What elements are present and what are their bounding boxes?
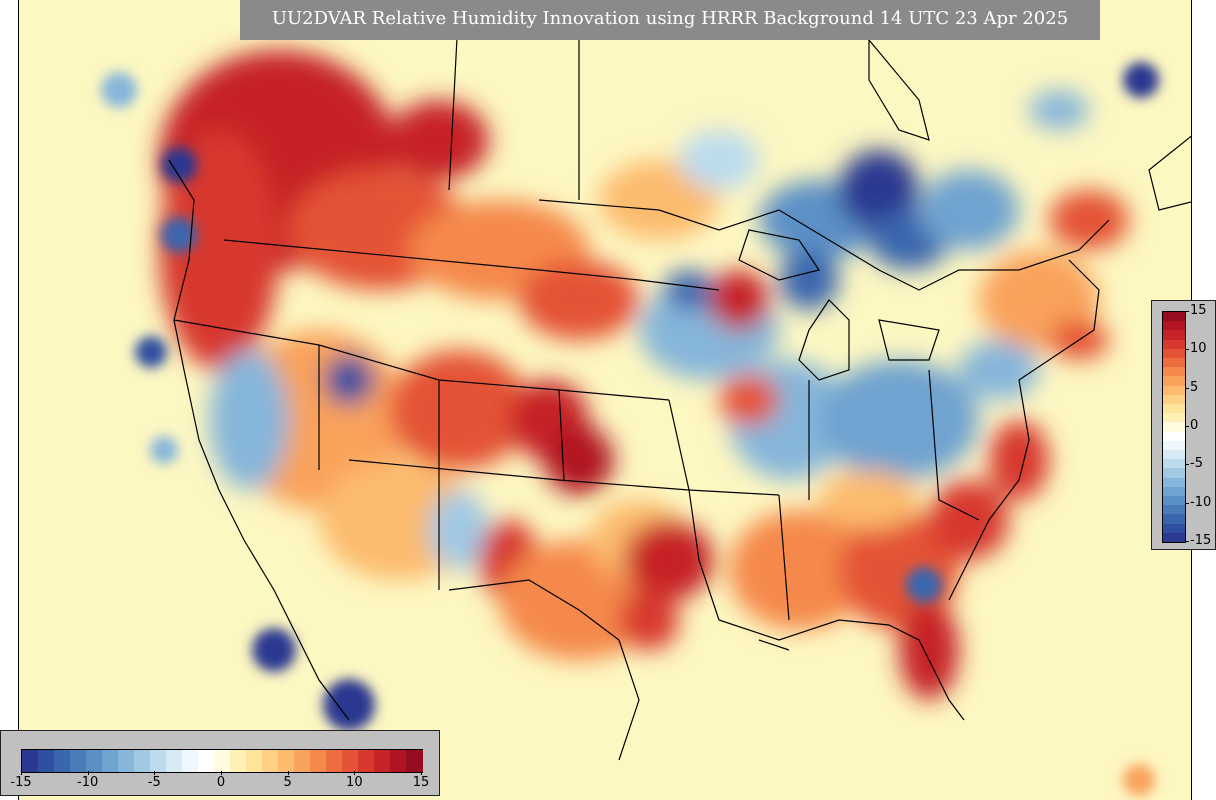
colorbar-tick-label: -10 <box>1190 494 1212 510</box>
colorbar-tick-label: 5 <box>1190 379 1199 395</box>
colorbar-swatch <box>1163 514 1185 525</box>
colorbar-swatch <box>1163 404 1185 414</box>
colorbar-swatch <box>262 750 279 772</box>
colorbar-swatch <box>1163 450 1185 460</box>
colorbar-swatch <box>1163 348 1185 359</box>
colorbar-tick-label: -15 <box>10 775 32 790</box>
map-panel <box>18 0 1192 800</box>
colorbar-swatch <box>1163 367 1185 377</box>
colorbar-tick-label: -5 <box>1190 456 1203 472</box>
colorbar-swatch <box>86 750 103 772</box>
colorbar-swatch <box>278 750 295 772</box>
colorbar-tick-mark <box>1185 387 1189 389</box>
colorbar-swatch <box>1163 321 1185 331</box>
colorbar-swatch <box>1163 477 1185 488</box>
colorbar-swatch <box>1163 505 1185 515</box>
colorbar-swatch <box>1163 523 1185 534</box>
colorbar-tick-label: 10 <box>1190 341 1207 357</box>
colorbar-swatch <box>246 750 263 772</box>
colorbar-swatch <box>406 750 423 772</box>
colorbar-swatch <box>1163 376 1185 387</box>
colorbar-swatch <box>1163 339 1185 350</box>
colorbar-swatch <box>326 750 343 772</box>
borders <box>168 0 1191 761</box>
colorbar-tick-label: 15 <box>412 775 430 790</box>
colorbar-swatch <box>1163 394 1185 405</box>
colorbar-tick-label: 5 <box>283 775 292 790</box>
colorbar-swatch <box>390 750 407 772</box>
colorbar-tick-label: -10 <box>77 775 99 790</box>
colorbar-swatch <box>358 750 375 772</box>
colorbar-swatch <box>102 750 119 772</box>
colorbar-swatch <box>1163 532 1185 543</box>
colorbar-swatch <box>1163 385 1185 396</box>
colorbar-swatch <box>134 750 151 772</box>
colorbar-tick-label: 0 <box>216 775 226 790</box>
colorbar-swatch <box>310 750 327 772</box>
ocean-blobs <box>101 62 1159 796</box>
colorbar-swatch <box>166 750 183 772</box>
horizontal-colorbar-legend: -15 -10 -5 0 5 10 15 <box>0 730 440 796</box>
colorbar-tick-label: 0 <box>1190 418 1199 433</box>
colorbar-tick-label: -15 <box>1190 533 1212 548</box>
colorbar-swatch <box>230 750 247 772</box>
map-title: UU2DVAR Relative Humidity Innovation usi… <box>240 0 1100 40</box>
colorbar-tick-mark <box>1185 311 1189 312</box>
colorbar-swatch <box>1163 440 1185 451</box>
colorbar-swatch <box>1163 312 1185 322</box>
colorbar-tick-mark <box>421 771 422 775</box>
colorbar-swatch <box>1163 431 1185 442</box>
colorbar-tick-mark <box>1185 426 1189 427</box>
colorbar-tick-mark <box>87 771 89 775</box>
vertical-colorbar <box>1162 311 1186 543</box>
colorbar-swatch <box>214 750 231 772</box>
colorbar-tick-label: 10 <box>346 775 363 790</box>
colorbar-swatch <box>294 750 311 772</box>
colorbar-tick-mark <box>1185 464 1189 466</box>
colorbar-tick-label: -5 <box>147 775 161 790</box>
colorbar-swatch <box>38 750 55 772</box>
colorbar-swatch <box>342 750 359 772</box>
colorbar-swatch <box>54 750 71 772</box>
colorbar-swatch <box>118 750 135 772</box>
colorbar-swatch <box>1163 422 1185 433</box>
colorbar-swatch <box>150 750 167 772</box>
colorbar-swatch <box>22 750 39 772</box>
colorbar-swatch <box>198 750 215 772</box>
colorbar-tick-mark <box>1185 541 1189 542</box>
colorbar-swatch <box>182 750 199 772</box>
colorbar-tick-mark <box>287 771 289 775</box>
horizontal-colorbar <box>21 749 423 773</box>
colorbar-tick-mark <box>221 771 222 775</box>
colorbar-swatch <box>1163 413 1185 423</box>
colorbar-tick-mark <box>21 771 22 775</box>
colorbar-swatch <box>70 750 87 772</box>
colorbar-swatch <box>1163 468 1185 479</box>
colorbar-tick-mark <box>1185 349 1189 351</box>
colorbar-swatch <box>1163 459 1185 469</box>
colorbar-tick-label: 15 <box>1190 303 1207 318</box>
colorbar-swatch <box>1163 486 1185 497</box>
colorbar-tick-mark <box>354 771 356 775</box>
colorbar-swatch <box>1163 358 1185 368</box>
colorbar-tick-mark <box>1185 502 1189 504</box>
vertical-colorbar-legend: 15 10 5 0 -5 -10 -15 <box>1151 300 1216 550</box>
humidity-field <box>159 50 1129 700</box>
colorbar-swatch <box>374 750 391 772</box>
colorbar-tick-mark <box>154 771 156 775</box>
humidity-innovation-map <box>101 0 1191 796</box>
colorbar-swatch <box>1163 496 1185 506</box>
colorbar-swatch <box>1163 330 1185 341</box>
